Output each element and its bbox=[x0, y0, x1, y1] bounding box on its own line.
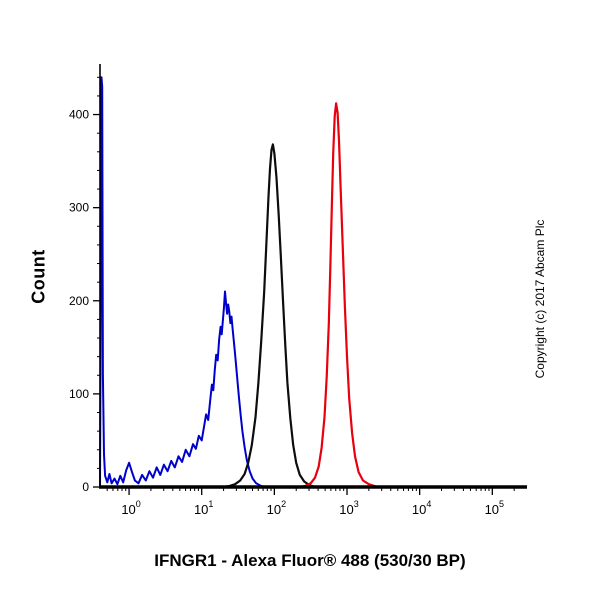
y-tick-label: 100 bbox=[69, 387, 89, 401]
x-axis-title: IFNGR1 - Alexa Fluor® 488 (530/30 BP) bbox=[154, 551, 466, 570]
curve-ifngr1-red bbox=[296, 102, 379, 488]
y-axis-label: Count bbox=[28, 249, 49, 304]
x-tick-label: 102 bbox=[267, 499, 286, 517]
x-tick-label: 104 bbox=[412, 499, 431, 517]
y-tick-label: 0 bbox=[82, 480, 89, 494]
x-tick-label: 105 bbox=[485, 499, 504, 517]
x-tick-label: 100 bbox=[121, 499, 140, 517]
curve-control-black bbox=[221, 143, 317, 488]
curve-control-blue bbox=[99, 76, 269, 488]
y-tick-label: 400 bbox=[69, 108, 89, 122]
copyright-text: Copyright (c) 2017 Abcam Plc bbox=[533, 219, 547, 379]
x-tick-label: 101 bbox=[194, 499, 213, 517]
y-tick-label: 200 bbox=[69, 294, 89, 308]
x-tick-label: 103 bbox=[339, 499, 358, 517]
y-tick-label: 300 bbox=[69, 201, 89, 215]
